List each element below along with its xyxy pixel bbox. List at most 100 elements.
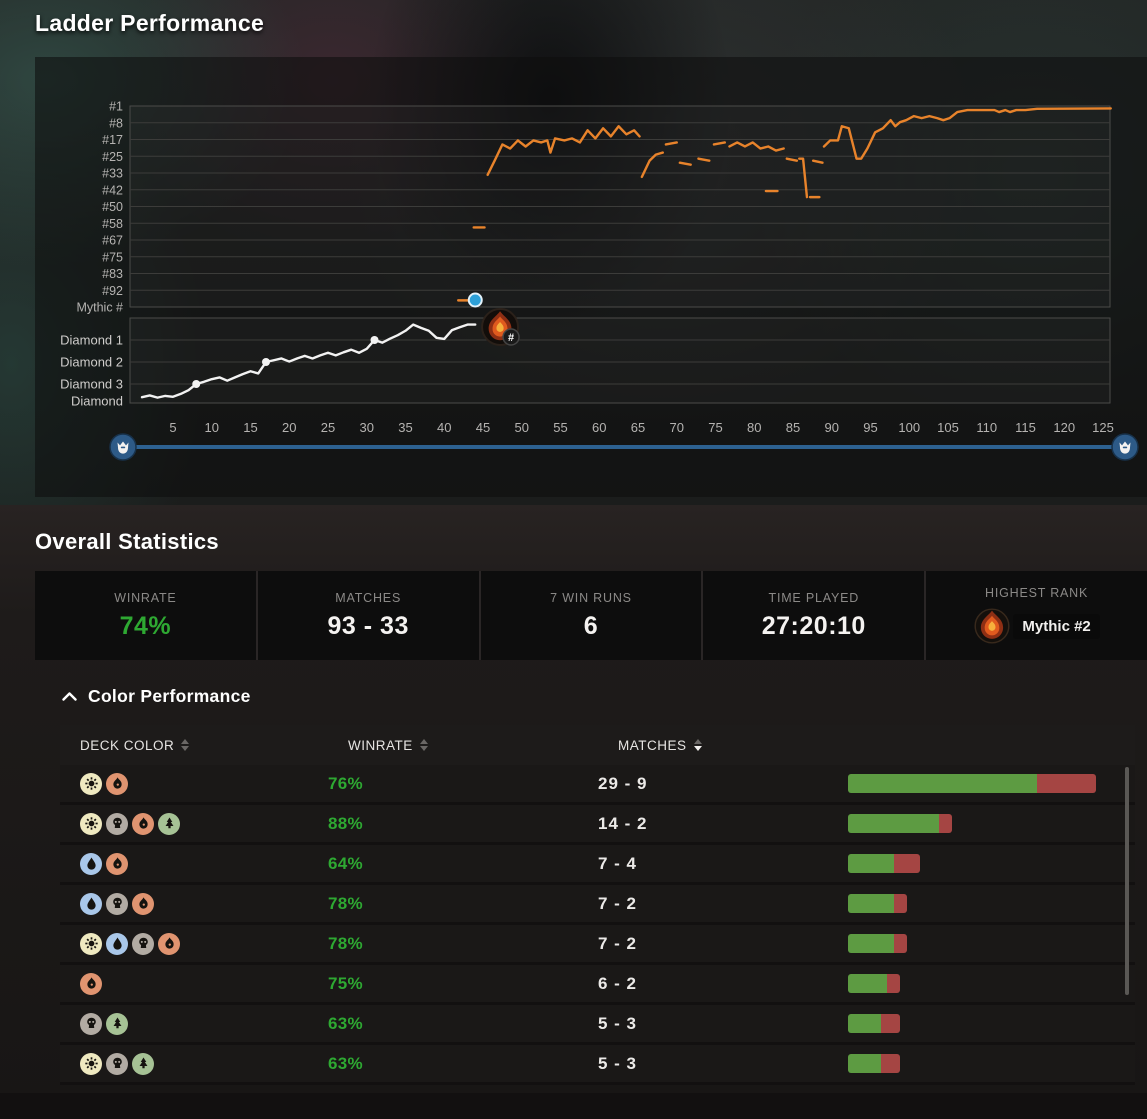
slider-handle-left[interactable] [109, 433, 137, 461]
stat-7-win-runs: 7 WIN RUNS 6 [480, 571, 702, 660]
ladder-chart-panel: #1 #8 #17 #25 #33 #42 #50 #58 #67 #75 #83 #92 Mythic… [35, 57, 1147, 497]
stat-label: MATCHES [335, 590, 402, 605]
table-row[interactable]: 78% 7 - 2 [60, 925, 1135, 965]
x-tick-label: 105 [937, 420, 959, 435]
losses-bar-segment [893, 934, 907, 953]
table-row[interactable]: 88% 14 - 2 [60, 805, 1135, 845]
table-scrollbar[interactable] [1125, 767, 1129, 995]
sort-arrows-icon [419, 739, 428, 751]
x-tick-label: 110 [976, 420, 997, 435]
ladder-chart: #1 #8 #17 #25 #33 #42 #50 #58 #67 #75 #83 #92 Mythic… [60, 100, 1139, 461]
table-row[interactable]: 78% 7 - 2 [60, 885, 1135, 925]
matches-bar-cell [848, 974, 1135, 993]
stat-value: 74% [119, 611, 172, 640]
column-header-label: DECK COLOR [80, 737, 175, 753]
stat-matches: MATCHES 93 - 33 [257, 571, 479, 660]
highest-rank-value: Mythic #2 [973, 607, 1100, 645]
x-tick-label: 120 [1053, 420, 1075, 435]
losses-bar-segment [887, 974, 900, 993]
table-row[interactable]: 76% 29 - 9 [60, 765, 1135, 805]
deck-color-cell [60, 852, 328, 875]
winrate-value: 78% [328, 933, 363, 953]
mythic-axis-label: Mythic # [76, 301, 123, 315]
diamond-plot-area [129, 317, 1111, 404]
mythic-axis-label: #83 [102, 267, 123, 281]
slider-handle-right[interactable] [1111, 433, 1139, 461]
color-performance-header[interactable]: Color Performance [62, 686, 1147, 707]
x-tick-label: 60 [592, 420, 606, 435]
beard-crown-icon [117, 441, 129, 454]
mythic-axis-label: #58 [102, 217, 123, 231]
matches-record: 7 - 2 [598, 893, 638, 913]
deck-color-cell [60, 892, 328, 915]
x-tick-label: 45 [476, 420, 490, 435]
mana-B-icon [106, 1052, 128, 1075]
x-tick-label: 125 [1092, 420, 1114, 435]
table-row[interactable]: 64% 7 - 4 [60, 845, 1135, 885]
mana-G-icon [132, 1052, 154, 1075]
mana-B-icon [80, 1012, 102, 1035]
svg-text:#: # [508, 332, 514, 344]
stat-value: 93 - 33 [327, 611, 409, 640]
ladder-performance-section: Ladder Performance #1 #8 #17 #25 #33 #42 #50 #5… [0, 0, 1147, 505]
wins-bar-segment [848, 854, 894, 873]
mana-W-icon [80, 812, 102, 835]
column-header-winrate[interactable]: WINRATE [328, 738, 598, 753]
mana-W-icon [80, 1052, 102, 1075]
losses-bar-segment [880, 1054, 900, 1073]
matches-bar-cell [848, 814, 1135, 833]
column-header-matches[interactable]: MATCHES [598, 738, 848, 753]
promotion-dot [192, 380, 201, 388]
table-row[interactable]: 75% 6 - 2 [60, 965, 1135, 1005]
x-tick-label: 115 [1015, 420, 1036, 435]
mythic-rank-line [664, 141, 678, 146]
wins-bar-segment [848, 814, 939, 833]
matches-bar [848, 934, 907, 953]
mana-B-icon [106, 892, 128, 915]
mana-R-icon [132, 892, 154, 915]
mythic-rank-line [697, 157, 711, 162]
mana-U-icon [106, 932, 128, 955]
x-tick-label: 90 [825, 420, 839, 435]
matches-bar [848, 894, 907, 913]
stat-label: WINRATE [114, 590, 177, 605]
wins-bar-segment [848, 894, 894, 913]
mythic-axis-label: #42 [102, 183, 123, 197]
stat-label: TIME PLAYED [768, 590, 860, 605]
winrate-value: 88% [328, 813, 363, 833]
matches-bar-cell [848, 934, 1135, 953]
wins-bar-segment [848, 1054, 881, 1073]
column-header-label: WINRATE [348, 737, 413, 753]
x-tick-label: 95 [863, 420, 877, 435]
mythic-axis-label: #33 [102, 167, 123, 181]
stat-value: Mythic #2 [1013, 613, 1100, 639]
x-tick-label: 15 [243, 420, 257, 435]
matches-bar [848, 974, 900, 993]
mythic-axis-label: #17 [102, 133, 123, 147]
stat-label: 7 WIN RUNS [550, 590, 632, 605]
column-header-deck-color[interactable]: DECK COLOR [60, 738, 328, 753]
table-row[interactable]: 63% 5 - 3 [60, 1045, 1135, 1085]
bottom-strip [0, 1093, 1147, 1119]
table-row[interactable]: 63% 5 - 3 [60, 1005, 1135, 1045]
mythic-rank-line [486, 125, 641, 177]
mana-R-icon [106, 772, 128, 795]
x-tick-label: 30 [360, 420, 374, 435]
promotion-dot [262, 358, 270, 366]
matches-record: 5 - 3 [598, 1013, 638, 1033]
mythic-axis-label: #50 [102, 200, 123, 214]
deck-color-cell [60, 972, 328, 995]
mana-G-icon [106, 1012, 128, 1035]
matches-bar [848, 1054, 900, 1073]
mana-R-icon [80, 972, 102, 995]
diamond-axis-label: Diamond 2 [60, 355, 123, 370]
mana-R-icon [132, 812, 154, 835]
x-tick-label: 5 [169, 420, 176, 435]
x-tick-label: 85 [786, 420, 800, 435]
matches-bar [848, 854, 920, 873]
x-tick-label: 40 [437, 420, 451, 435]
mythic-placement-dot[interactable] [467, 292, 483, 308]
winrate-value: 63% [328, 1013, 363, 1033]
beard-crown-icon [1119, 441, 1131, 454]
page-title: Ladder Performance [35, 10, 265, 36]
